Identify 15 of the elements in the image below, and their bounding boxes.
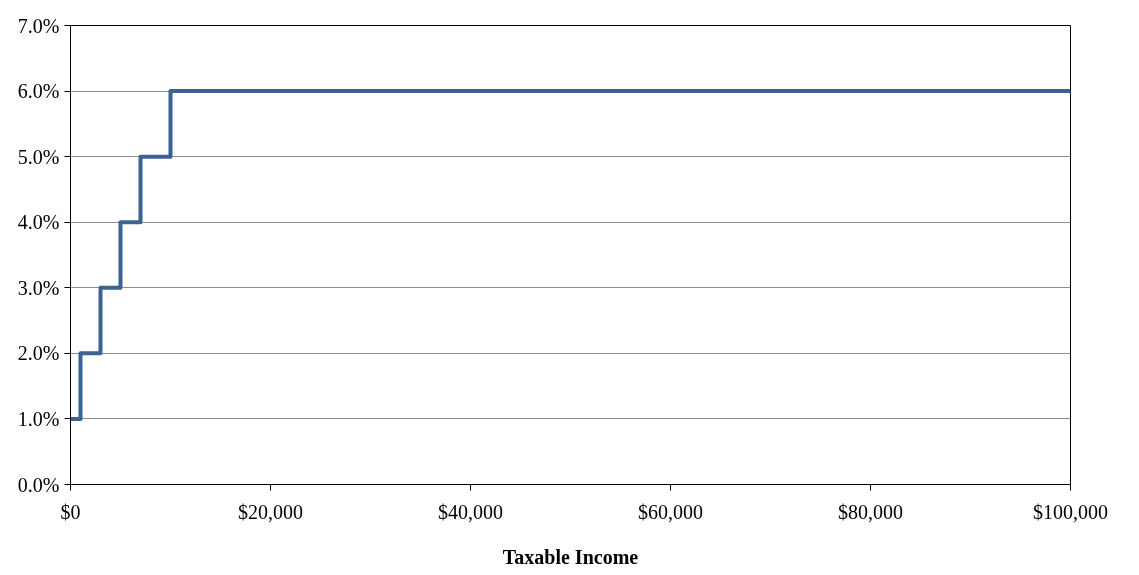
x-tick-label: $40,000 — [438, 500, 503, 523]
x-tick-label: $60,000 — [638, 500, 703, 523]
y-tick-label: 4.0% — [17, 211, 60, 234]
x-tick-label: $0 — [60, 500, 81, 523]
x-tick-label: $100,000 — [1033, 500, 1108, 523]
y-tick-label: 0.0% — [17, 473, 60, 496]
x-tick-label: $80,000 — [838, 500, 903, 523]
y-tick-label: 5.0% — [17, 145, 60, 168]
y-tick-label: 7.0% — [17, 14, 60, 37]
y-tick-label: 1.0% — [17, 407, 60, 430]
y-tick-label: 3.0% — [17, 276, 60, 299]
y-tick-label: 6.0% — [17, 80, 60, 103]
y-tick-label: 2.0% — [17, 342, 60, 365]
x-tick-label: $20,000 — [238, 500, 303, 523]
x-axis-title: Taxable Income — [502, 545, 639, 568]
